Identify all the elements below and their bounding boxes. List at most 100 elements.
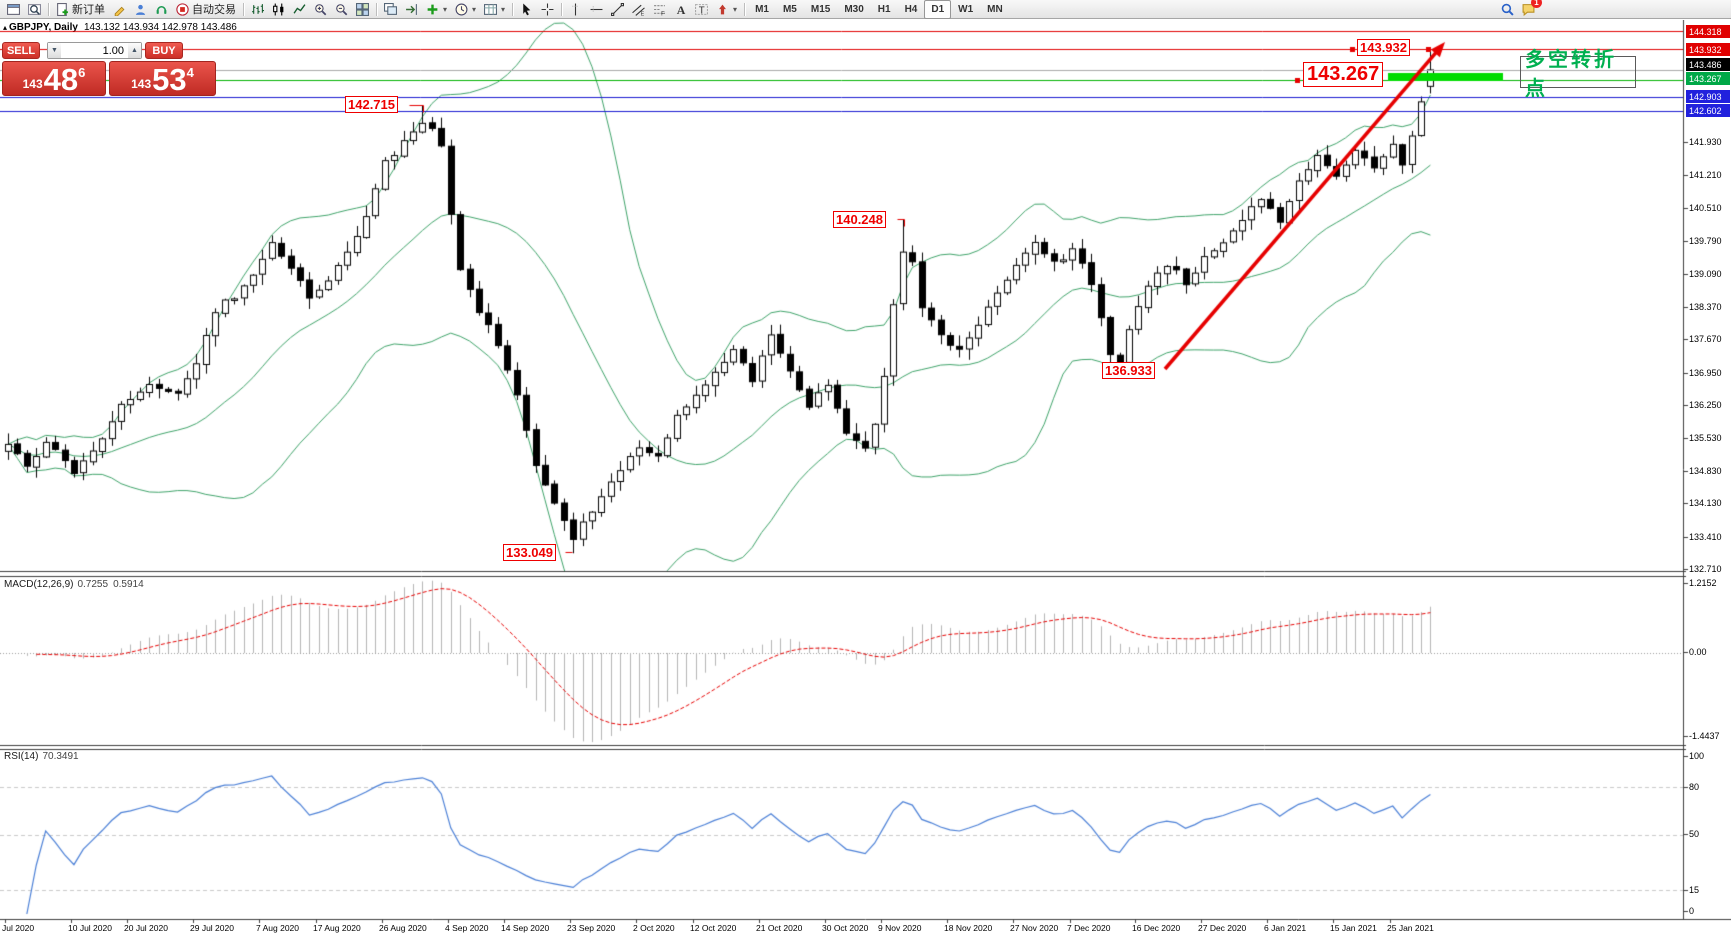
- bars-mode-button[interactable]: [247, 0, 268, 19]
- magchart-icon: [28, 3, 41, 15]
- date-tick-label: 7 Aug 2020: [256, 923, 300, 933]
- zoom-out-button[interactable]: [331, 0, 352, 19]
- date-tick-label: 17 Aug 2020: [313, 923, 361, 933]
- line-mode-button[interactable]: [289, 0, 310, 19]
- price-line-label-143-267: 143.267: [1686, 72, 1730, 85]
- price-tick-label: 135.530: [1689, 433, 1722, 443]
- timeframe-m30-button[interactable]: M30: [844, 3, 864, 15]
- zoom-in-button[interactable]: [310, 0, 331, 19]
- indicators-button[interactable]: ▾: [422, 0, 451, 19]
- bid-price-box[interactable]: 143 48 6: [2, 61, 106, 96]
- price-annotation-143-267[interactable]: 143.267: [1303, 62, 1384, 87]
- timeframe-m1-button[interactable]: M1: [755, 3, 769, 15]
- svg-text:T: T: [699, 5, 705, 16]
- bull-bear-turning-point-note[interactable]: 多空转折点: [1520, 49, 1636, 100]
- indicator-tick-label: 0.00: [1689, 647, 1707, 657]
- periods-button[interactable]: ▾: [451, 0, 480, 19]
- profile-charts-button[interactable]: [3, 0, 24, 19]
- arrows-button[interactable]: ▾: [712, 0, 741, 19]
- chart-shift-button[interactable]: [401, 0, 422, 19]
- toolbar-separator: [512, 2, 514, 16]
- sell-button[interactable]: SELL: [2, 42, 40, 59]
- autotrading-button[interactable]: 自动交易: [172, 0, 240, 19]
- search-button[interactable]: [1497, 0, 1518, 19]
- signals-button[interactable]: [151, 0, 172, 19]
- price-tick-label: 137.670: [1689, 334, 1722, 344]
- docplus-icon: [57, 2, 68, 16]
- indicator-tick-label: 80: [1689, 782, 1700, 792]
- price-line-label-144-318: 144.318: [1686, 25, 1730, 38]
- chart-canvas[interactable]: [0, 20, 1731, 939]
- price-tick-label: 138.370: [1689, 302, 1722, 312]
- price-tick-label: 136.250: [1689, 400, 1722, 410]
- cursor-button[interactable]: [516, 0, 537, 19]
- horizontal-line-button[interactable]: [586, 0, 607, 19]
- shapes-icon: [719, 4, 727, 14]
- date-tick-label: 10 Jul 2020: [68, 923, 112, 933]
- date-tick-label: 26 Aug 2020: [379, 923, 427, 933]
- trendline-button[interactable]: [607, 0, 628, 19]
- text-button[interactable]: A: [670, 0, 691, 19]
- linechart-icon: [293, 3, 306, 14]
- market-watch-button[interactable]: [130, 0, 151, 19]
- fibonacci-button[interactable]: F: [649, 0, 670, 19]
- one-click-trading-panel: SELL ▼ 1.00 ▲ BUY 143 48 6 143 53 4: [2, 42, 216, 98]
- timeframe-m15-button[interactable]: M15: [810, 3, 831, 15]
- indicator-tick-label: 15: [1689, 885, 1700, 895]
- chart-zoom-box-button[interactable]: [24, 0, 45, 19]
- price-tick-label: 134.130: [1689, 498, 1722, 508]
- timeframe-h4-button[interactable]: H4: [904, 3, 918, 15]
- bars-icon: [252, 3, 264, 14]
- arrange-windows-button[interactable]: [380, 0, 401, 19]
- tile-windows-button[interactable]: [352, 0, 373, 19]
- equidistant-channel-button[interactable]: E: [628, 0, 649, 19]
- indicator-tick-label: 100: [1689, 751, 1705, 761]
- price-annotation-140-248[interactable]: 140.248: [833, 211, 886, 228]
- templates-button[interactable]: ▾: [480, 0, 509, 19]
- date-tick-label: 18 Nov 2020: [944, 923, 993, 933]
- shift-icon: [406, 3, 417, 15]
- volume-increase-icon[interactable]: ▲: [128, 43, 141, 58]
- price-annotation-142-715[interactable]: 142.715: [345, 96, 398, 113]
- toolbar-separator: [376, 2, 377, 16]
- timeframe-w1-button[interactable]: W1: [958, 3, 974, 15]
- window-icon: [7, 3, 20, 15]
- toolbar-separator: [561, 2, 563, 16]
- date-tick-label: 7 Dec 2020: [1067, 923, 1111, 933]
- notification-badge: 1: [1531, 0, 1542, 8]
- pencil-icon: [114, 6, 125, 16]
- volume-decrease-icon[interactable]: ▼: [48, 43, 61, 58]
- indicator-tick-label: 50: [1689, 829, 1700, 839]
- volume-stepper[interactable]: ▼ 1.00 ▲: [47, 42, 142, 59]
- crosshair-button[interactable]: [537, 0, 558, 19]
- price-tick-label: 140.510: [1689, 203, 1722, 213]
- timeframe-m5-button[interactable]: M5: [782, 3, 797, 15]
- date-tick-label: 2 Oct 2020: [633, 923, 675, 933]
- vertical-line-button[interactable]: [565, 0, 586, 19]
- timeframe-mn-button[interactable]: MN: [987, 3, 1003, 15]
- candles-mode-button[interactable]: [268, 0, 289, 19]
- price-tick-label: 132.710: [1689, 564, 1722, 574]
- ask-price-box[interactable]: 143 53 4: [109, 61, 216, 96]
- search-icon: [1501, 3, 1514, 16]
- price-annotation-136-933[interactable]: 136.933: [1102, 362, 1155, 379]
- date-tick-label: 15 Jan 2021: [1330, 923, 1377, 933]
- chart-eraser-button[interactable]: [109, 0, 130, 19]
- buy-button[interactable]: BUY: [145, 42, 183, 59]
- price-tick-label: 133.410: [1689, 532, 1722, 542]
- price-annotation-133-049[interactable]: 133.049: [503, 544, 556, 561]
- new-order-button[interactable]: 新订单: [52, 0, 109, 19]
- indicator-tick-label: -1.4437: [1689, 731, 1720, 741]
- timeframe-h1-button[interactable]: H1: [877, 3, 891, 15]
- svg-text:A: A: [677, 3, 686, 16]
- indicator-tick-label: 0: [1689, 906, 1695, 916]
- price-annotation-143-932[interactable]: 143.932: [1357, 39, 1410, 56]
- tiles-icon: [356, 2, 369, 16]
- chevron-down-icon: ▾: [472, 4, 477, 14]
- notifications-button[interactable]: 1: [1518, 0, 1542, 19]
- volume-value[interactable]: 1.00: [102, 44, 124, 57]
- date-tick-label: 20 Jul 2020: [124, 923, 168, 933]
- text-label-button[interactable]: T: [691, 0, 712, 19]
- headset-icon: [156, 5, 167, 14]
- timeframe-d1-button[interactable]: D1: [924, 0, 952, 19]
